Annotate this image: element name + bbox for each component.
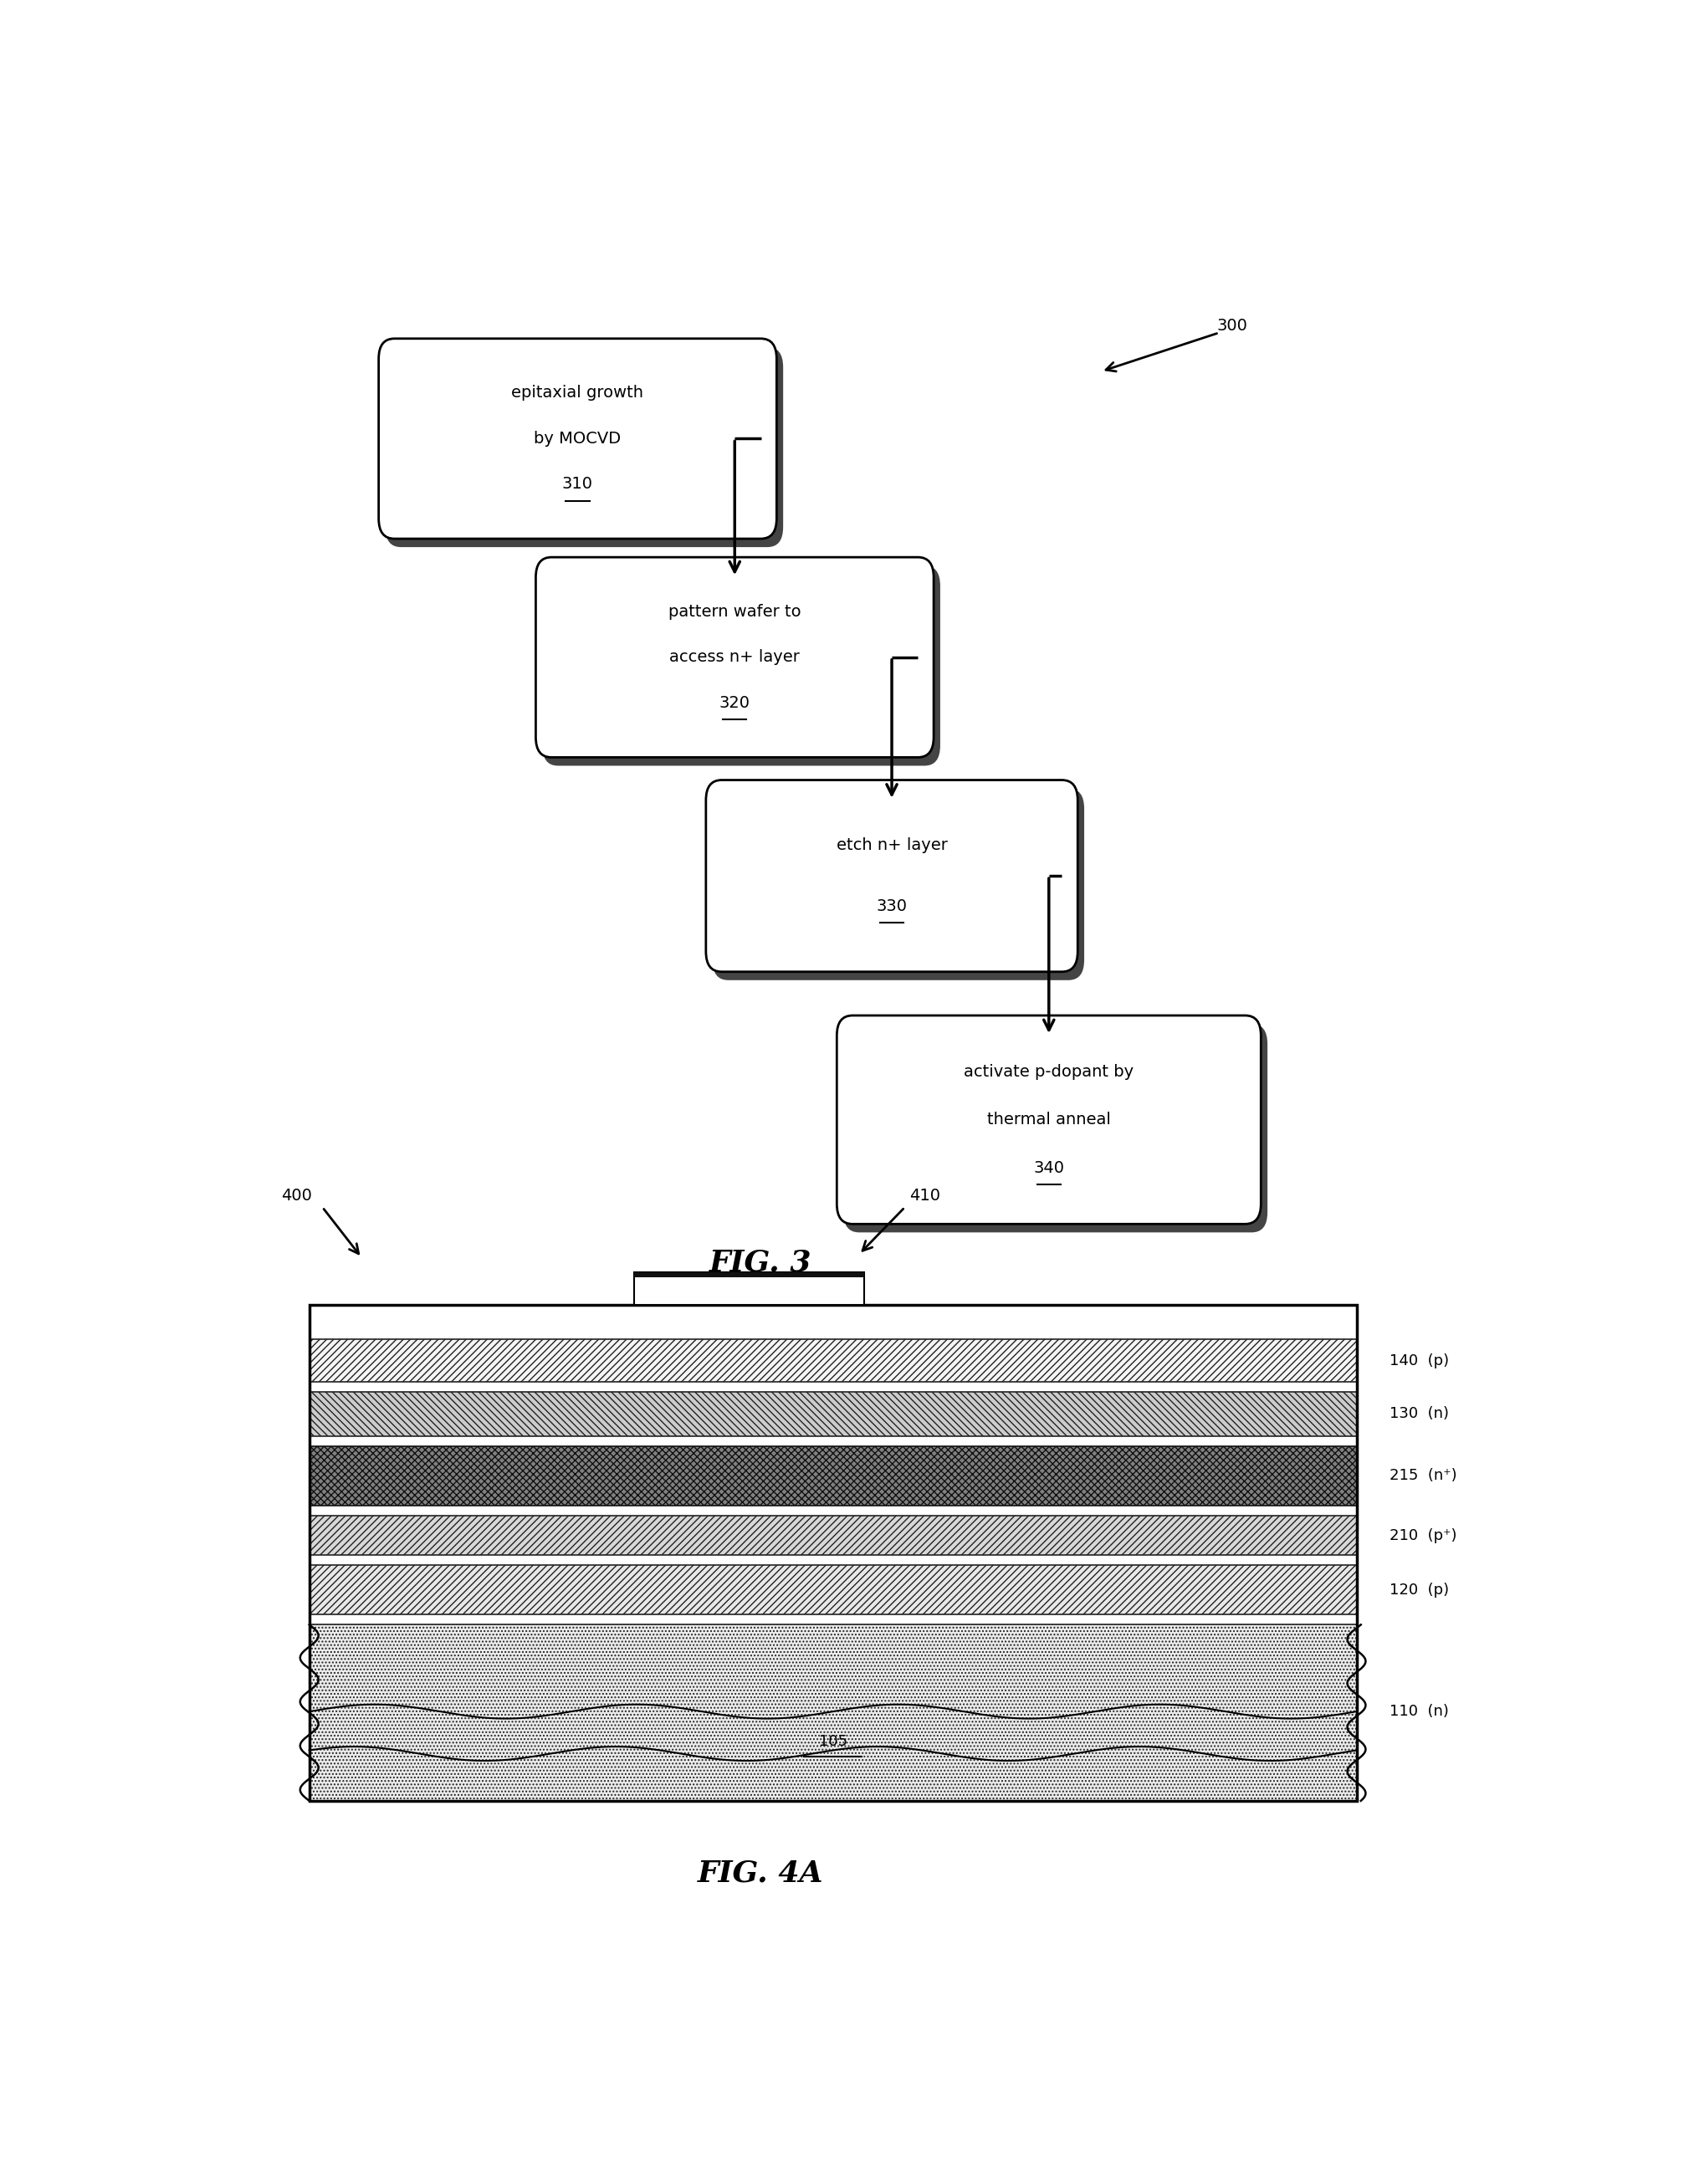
Bar xyxy=(309,1304,1356,1802)
Text: 310: 310 xyxy=(562,476,593,491)
FancyBboxPatch shape xyxy=(542,566,941,767)
Text: access n+ layer: access n+ layer xyxy=(669,649,801,666)
FancyBboxPatch shape xyxy=(713,788,1084,981)
Text: 410: 410 xyxy=(909,1188,941,1203)
Text: 320: 320 xyxy=(720,695,750,710)
Bar xyxy=(309,1446,1356,1505)
Text: 215  (n⁺): 215 (n⁺) xyxy=(1388,1468,1456,1483)
Bar xyxy=(309,1566,1356,1614)
Bar xyxy=(309,1391,1356,1437)
Text: 120  (p): 120 (p) xyxy=(1388,1583,1449,1597)
Text: 340: 340 xyxy=(1034,1160,1064,1175)
Text: 400: 400 xyxy=(280,1188,312,1203)
Text: epitaxial growth: epitaxial growth xyxy=(512,384,644,402)
FancyBboxPatch shape xyxy=(535,557,934,758)
FancyBboxPatch shape xyxy=(706,780,1078,972)
Bar xyxy=(309,1625,1356,1802)
FancyBboxPatch shape xyxy=(385,347,784,548)
Bar xyxy=(633,1273,865,1278)
FancyBboxPatch shape xyxy=(836,1016,1262,1223)
Bar xyxy=(309,1516,1356,1555)
Text: by MOCVD: by MOCVD xyxy=(534,430,622,446)
Text: thermal anneal: thermal anneal xyxy=(986,1112,1111,1127)
Bar xyxy=(633,1273,865,1304)
Text: FIG. 4A: FIG. 4A xyxy=(698,1859,824,1887)
Text: 210  (p⁺): 210 (p⁺) xyxy=(1388,1529,1456,1542)
Text: etch n+ layer: etch n+ layer xyxy=(836,839,948,854)
Bar xyxy=(309,1339,1356,1382)
Text: 300: 300 xyxy=(1216,319,1248,334)
Text: 330: 330 xyxy=(877,898,907,915)
Text: 105: 105 xyxy=(819,1734,848,1749)
FancyBboxPatch shape xyxy=(378,339,777,539)
Text: FIG. 3: FIG. 3 xyxy=(709,1249,812,1278)
Text: 110  (n): 110 (n) xyxy=(1388,1704,1449,1719)
FancyBboxPatch shape xyxy=(843,1024,1267,1232)
Text: pattern wafer to: pattern wafer to xyxy=(669,603,801,620)
Text: activate p-dopant by: activate p-dopant by xyxy=(964,1064,1133,1079)
Text: 140  (p): 140 (p) xyxy=(1388,1354,1449,1367)
Text: 130  (n): 130 (n) xyxy=(1388,1406,1449,1422)
